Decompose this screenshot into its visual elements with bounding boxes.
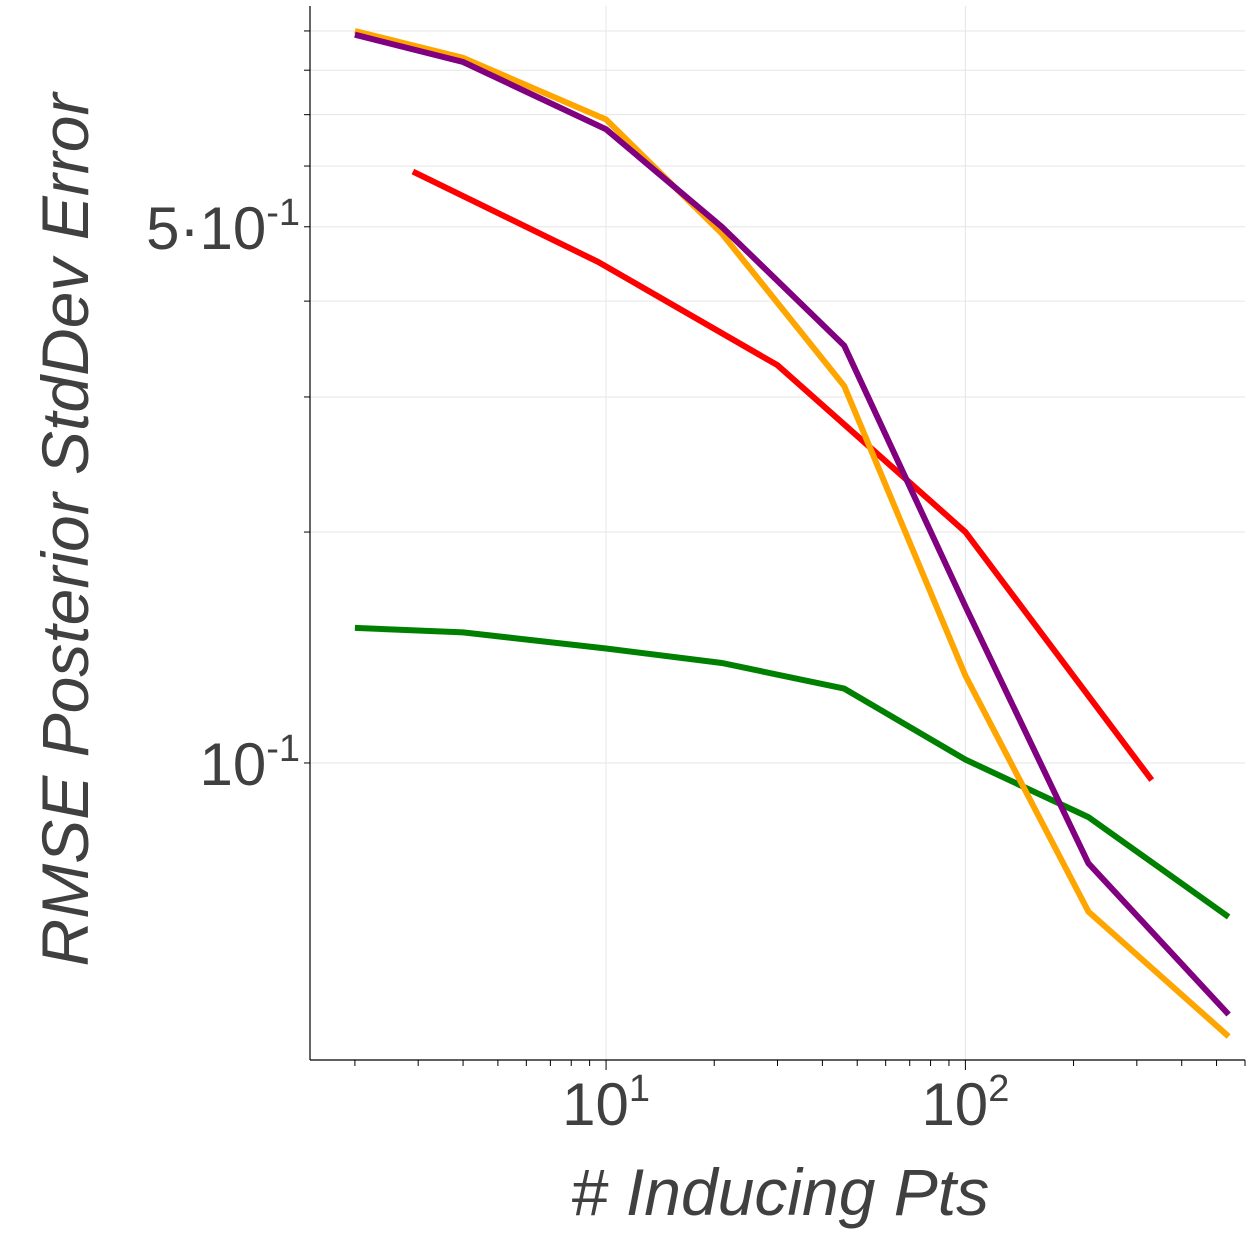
series-lines [354,28,1231,1039]
y-axis-title: RMSE Posterior StdDev Error [28,91,102,967]
y-tick-label: 5·10-1 [146,192,300,262]
series-line-green [354,624,1231,920]
x-tick-label: 101 [562,1068,650,1138]
x-axis-title: # Inducing Pts [571,1155,989,1229]
ticks [304,30,1246,1070]
series-line-orange [354,28,1231,1039]
series-line-purple [354,31,1231,1017]
axes [309,6,1245,1061]
series-line-red [411,168,1155,782]
grid [310,6,1245,1060]
tick-labels: 101 102 10-1 5·10-1 [146,192,1009,1138]
y-tick-label: 10-1 [199,728,300,798]
x-tick-label: 102 [921,1068,1009,1138]
